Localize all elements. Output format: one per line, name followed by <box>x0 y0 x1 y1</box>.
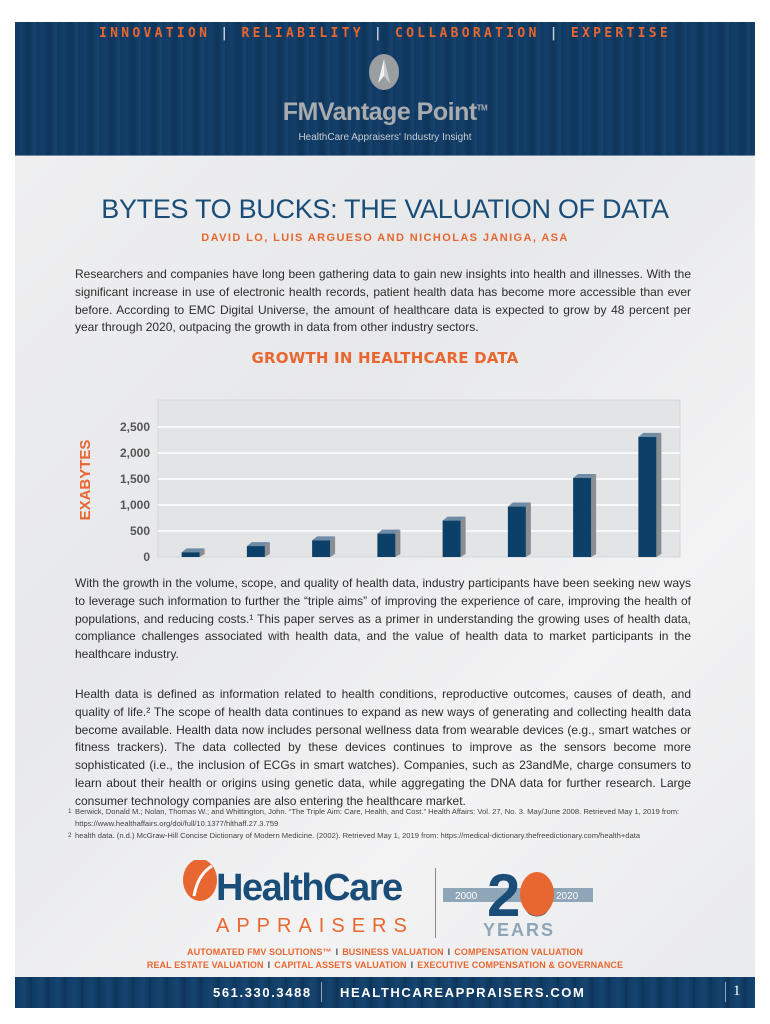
compass-arrow-icon <box>369 54 399 90</box>
brand-name: FMVantage PointTM <box>282 98 488 126</box>
body-paragraph-1: With the growth in the volume, scope, an… <box>75 576 691 662</box>
tagline-expertise: EXPERTISE <box>570 26 671 41</box>
y-tick-label: 2,500 <box>120 420 150 434</box>
phone-number[interactable]: 561.330.3488 <box>213 985 312 1000</box>
bar-top <box>573 473 597 478</box>
divider <box>725 982 726 1002</box>
page-number: 1 <box>733 983 743 999</box>
intro-paragraph: Researchers and companies have long been… <box>75 267 691 335</box>
y-tick-label: 0 <box>143 550 150 562</box>
services-line-2: REAL ESTATE VALUATION I CAPITAL ASSETS VAL… <box>146 960 624 970</box>
tagline-collaboration: COLLABORATION <box>395 26 540 41</box>
y-tick-label: 2,000 <box>120 446 150 460</box>
bar-top <box>312 536 336 541</box>
bar-side <box>199 548 205 557</box>
separator: | <box>549 26 561 41</box>
svg-text:APPRAISERS: APPRAISERS <box>216 915 414 937</box>
bar-2019 <box>573 477 592 557</box>
bar-top <box>377 529 401 534</box>
footnote-1: 1 Berwick, Donald M.; Nolan, Thomas W.; a… <box>68 807 680 828</box>
bar-2017 <box>442 520 461 557</box>
bar-top <box>246 542 270 547</box>
bar-top <box>442 516 466 521</box>
header-banner: INNOVATION | RELIABILITY | COLLABORATION | EXP… <box>15 22 755 156</box>
divider <box>321 982 322 1002</box>
separator: | <box>220 26 232 41</box>
tagline-reliability: RELIABILITY <box>241 26 364 41</box>
divider <box>435 868 436 938</box>
svg-text:2020: 2020 <box>556 891 579 902</box>
bar-2013 <box>181 552 200 557</box>
footer-bar: 561.330.3488 HEALTHCAREAPPRAISERS.COM 1 <box>15 977 755 1008</box>
healthcare-appraisers-logo: HealthCare APPRAISERS <box>180 859 430 945</box>
bar-side <box>395 529 401 557</box>
y-axis-label: EXABYTES <box>77 440 94 521</box>
body-paragraph-2: Health data is defined as information re… <box>75 687 691 808</box>
article-authors: DAVID LO, LUIS ARGUESO AND NICHOLAS JANI… <box>201 232 569 244</box>
bar-2015 <box>312 540 331 557</box>
brand-subtitle: HealthCare Appraisers' Industry Insight <box>298 132 472 143</box>
svg-text:YEARS: YEARS <box>483 920 555 940</box>
tagline-innovation: INNOVATION <box>99 26 211 41</box>
bar-side <box>264 542 270 557</box>
bar-side <box>656 432 662 557</box>
article-title: BYTES TO BUCKS: THE VALUATION OF DATA <box>101 194 669 224</box>
bar-2018 <box>507 506 526 557</box>
tagline: INNOVATION | RELIABILITY | COLLABORATION | EXP… <box>15 26 755 41</box>
footnote-2: 2 health data. (n.d.) McGraw-Hill Concise… <box>68 831 641 840</box>
bar-top <box>638 432 662 437</box>
bar-side <box>330 536 336 557</box>
bar-side <box>460 516 466 557</box>
bar-chart: 05001,0001,5002,0002,500EXABYTES20132014… <box>77 399 681 562</box>
y-tick-label: 1,500 <box>120 472 150 486</box>
chart-title: GROWTH IN HEALTHCARE DATA <box>251 349 519 367</box>
bar-top <box>507 502 531 507</box>
separator: | <box>373 26 386 41</box>
bar-side <box>591 473 597 557</box>
bar-top <box>181 548 205 553</box>
bar-2014 <box>246 546 265 557</box>
bar-2016 <box>377 533 396 557</box>
services-line-1: AUTOMATED FMV SOLUTIONS™ I BUSINESS VALUAT… <box>187 947 583 957</box>
bar-2020 <box>638 436 657 557</box>
svg-text:2000: 2000 <box>455 891 478 902</box>
y-tick-label: 1,000 <box>120 498 150 512</box>
svg-text:HealthCare: HealthCare <box>216 867 402 909</box>
bar-side <box>525 502 531 557</box>
website-link[interactable]: HEALTHCAREAPPRAISERS.COM <box>340 985 586 1000</box>
document-page: INNOVATION | RELIABILITY | COLLABORATION | EXP… <box>15 22 755 1008</box>
y-tick-label: 500 <box>130 524 150 538</box>
